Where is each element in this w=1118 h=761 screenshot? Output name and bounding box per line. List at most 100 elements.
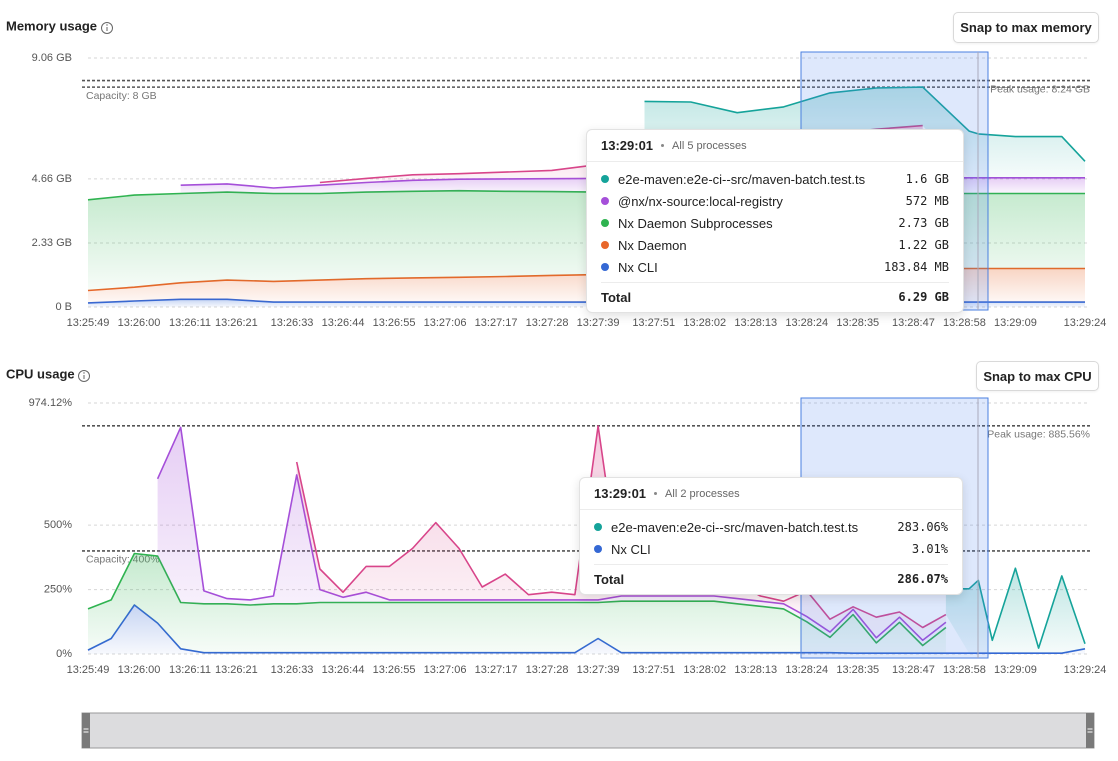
total-value: 6.29 GB xyxy=(898,290,949,304)
legend-dot xyxy=(601,175,609,183)
tooltip-row: Nx CLI 3.01% xyxy=(594,538,948,560)
tooltip-header: 13:29:01 All 2 processes xyxy=(580,478,962,510)
x-tick-label: 13:26:44 xyxy=(322,664,365,676)
process-value: 2.73 GB xyxy=(898,216,949,230)
tooltip-row: Nx CLI 183.84 MB xyxy=(601,256,949,278)
tooltip-row: @nx/nx-source:local-registry 572 MB xyxy=(601,190,949,212)
tooltip-total: Total 6.29 GB xyxy=(601,282,949,312)
x-tick-label: 13:29:09 xyxy=(994,317,1037,329)
area xyxy=(157,427,946,646)
info-icon[interactable] xyxy=(78,370,90,382)
tooltip-row: Nx Daemon Subprocesses 2.73 GB xyxy=(601,212,949,234)
x-tick-label: 13:28:58 xyxy=(943,664,986,676)
legend-dot xyxy=(601,241,609,249)
chart-title: Memory usage xyxy=(6,18,97,33)
separator xyxy=(654,492,658,495)
area xyxy=(945,568,1085,654)
x-tick-label: 13:28:13 xyxy=(734,664,777,676)
snap-button[interactable]: Snap to max memory xyxy=(953,12,1099,43)
tooltip-time: 13:29:01 xyxy=(594,486,647,501)
range-slider[interactable] xyxy=(81,712,1095,749)
x-tick-label: 13:28:35 xyxy=(836,317,879,329)
process-name: e2e-maven:e2e-ci--src/maven-batch.test.t… xyxy=(618,171,866,187)
line xyxy=(644,86,1086,162)
tooltip-header: 13:29:01 All 5 processes xyxy=(587,130,963,162)
x-tick-label: 13:26:33 xyxy=(271,664,314,676)
x-tick-label: 13:27:39 xyxy=(577,317,620,329)
area xyxy=(88,553,946,654)
x-tick-label: 13:26:55 xyxy=(373,664,416,676)
x-tick-label: 13:29:24 xyxy=(1064,664,1107,676)
tooltip-row: Nx Daemon 1.22 GB xyxy=(601,234,949,256)
x-tick-label: 13:27:17 xyxy=(475,664,518,676)
tooltip-summary: All 2 processes xyxy=(665,487,740,500)
x-tick-label: 13:28:47 xyxy=(892,317,935,329)
x-tick-label: 13:27:51 xyxy=(632,664,675,676)
y-tick-label: 2.33 GB xyxy=(32,237,72,249)
tooltip: 13:29:01 All 5 processes e2e-maven:e2e-ci… xyxy=(586,129,964,313)
x-tick-label: 13:28:58 xyxy=(943,317,986,329)
x-tick-label: 13:27:28 xyxy=(526,317,569,329)
separator xyxy=(661,144,665,147)
x-tick-label: 13:28:13 xyxy=(734,317,777,329)
chart-title: CPU usage xyxy=(6,366,75,381)
process-value: 183.84 MB xyxy=(883,260,949,274)
total-value: 286.07% xyxy=(897,572,948,586)
slider-handle[interactable] xyxy=(1086,713,1094,748)
x-tick-label: 13:26:00 xyxy=(118,317,161,329)
x-tick-label: 13:29:09 xyxy=(994,664,1037,676)
process-value: 1.6 GB xyxy=(905,172,949,186)
process-name: Nx CLI xyxy=(611,541,651,557)
x-tick-label: 13:28:02 xyxy=(683,664,726,676)
x-tick-label: 13:27:28 xyxy=(526,664,569,676)
x-tick-label: 13:25:49 xyxy=(67,317,110,329)
process-name: e2e-maven:e2e-ci--src/maven-batch.test.t… xyxy=(611,519,859,535)
process-name: Nx CLI xyxy=(618,259,658,275)
capacity-label: Capacity: 8 GB xyxy=(86,90,157,102)
tooltip-summary: All 5 processes xyxy=(672,139,747,152)
x-tick-label: 13:27:51 xyxy=(632,317,675,329)
area xyxy=(296,426,946,641)
x-tick-label: 13:27:06 xyxy=(424,664,467,676)
x-tick-label: 13:26:00 xyxy=(118,664,161,676)
tooltip-row: e2e-maven:e2e-ci--src/maven-batch.test.t… xyxy=(594,516,948,538)
peak-label: Peak usage: 8.24 GB xyxy=(990,83,1090,95)
x-tick-label: 13:27:06 xyxy=(424,317,467,329)
slider-handle[interactable] xyxy=(82,713,90,748)
x-tick-label: 13:28:24 xyxy=(785,317,828,329)
tooltip-rows: e2e-maven:e2e-ci--src/maven-batch.test.t… xyxy=(587,162,963,282)
legend-dot xyxy=(601,263,609,271)
tooltip-time: 13:29:01 xyxy=(601,138,654,153)
x-tick-label: 13:26:21 xyxy=(215,317,258,329)
total-label: Total xyxy=(594,572,625,587)
x-tick-label: 13:29:24 xyxy=(1064,317,1107,329)
y-tick-label: 974.12% xyxy=(29,397,73,409)
process-name: @nx/nx-source:local-registry xyxy=(618,193,783,209)
x-tick-label: 13:28:24 xyxy=(785,664,828,676)
x-tick-label: 13:25:49 xyxy=(67,664,110,676)
process-value: 1.22 GB xyxy=(898,238,949,252)
slider-track[interactable] xyxy=(81,712,1095,749)
process-value: 3.01% xyxy=(911,542,948,556)
info-icon[interactable] xyxy=(101,22,113,34)
process-name: Nx Daemon Subprocesses xyxy=(618,215,773,231)
legend-dot xyxy=(601,219,609,227)
x-tick-label: 13:26:11 xyxy=(169,664,211,676)
plot xyxy=(87,425,1086,654)
handle-grip xyxy=(83,728,1093,733)
x-tick-label: 13:28:47 xyxy=(892,664,935,676)
x-tick-label: 13:27:39 xyxy=(577,664,620,676)
peak-label: Peak usage: 885.56% xyxy=(987,429,1090,441)
x-tick-label: 13:28:35 xyxy=(836,664,879,676)
line xyxy=(945,567,1086,649)
tooltip-row: e2e-maven:e2e-ci--src/maven-batch.test.t… xyxy=(601,168,949,190)
y-tick-label: 250% xyxy=(44,583,72,595)
y-tick-label: 0 B xyxy=(55,301,72,313)
area xyxy=(644,87,1085,178)
total-label: Total xyxy=(601,290,632,305)
snap-button[interactable]: Snap to max CPU xyxy=(976,361,1099,391)
tooltip-total: Total 286.07% xyxy=(594,564,948,594)
tooltip-rows: e2e-maven:e2e-ci--src/maven-batch.test.t… xyxy=(580,510,962,564)
